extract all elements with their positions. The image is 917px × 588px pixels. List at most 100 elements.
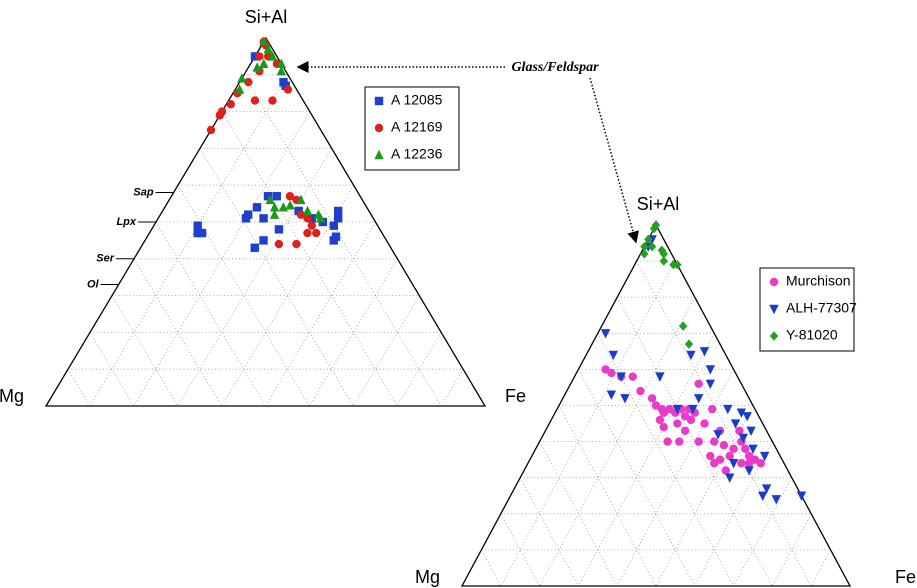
point [628, 372, 637, 381]
point [329, 221, 338, 230]
point [694, 437, 703, 446]
point [267, 51, 278, 61]
point [292, 239, 301, 249]
annotation-arrow [589, 77, 639, 244]
grid-line [89, 332, 135, 407]
grid-line [539, 441, 618, 587]
grid-line [558, 405, 657, 587]
grid-line [243, 74, 442, 407]
point [268, 96, 277, 105]
point [250, 96, 260, 105]
grid-line [309, 258, 398, 407]
point [647, 241, 657, 252]
point [334, 206, 343, 216]
point [705, 379, 716, 390]
point [307, 221, 317, 230]
point [699, 347, 710, 357]
grid-line [578, 369, 696, 587]
point [259, 236, 268, 245]
axis-mark-label: Sap [133, 186, 153, 198]
axis-mark-label: Ol [87, 278, 100, 290]
point [226, 100, 235, 109]
axis-mark-label: Lpx [116, 216, 136, 228]
point [710, 437, 719, 446]
legend-label: ALH-77307 [786, 300, 857, 316]
vertex-label: Fe [895, 567, 916, 587]
point [736, 408, 747, 418]
vertex-label: Si+Al [245, 7, 288, 27]
point [694, 379, 703, 389]
point [771, 495, 781, 505]
point [312, 228, 321, 238]
point [706, 451, 715, 461]
point [725, 473, 735, 483]
point [723, 404, 733, 415]
legend-label: A 12085 [391, 92, 443, 108]
legend-marker [374, 96, 384, 106]
grid-line [67, 368, 91, 407]
legend-label: A 12236 [391, 146, 443, 162]
grid-line [111, 295, 179, 407]
point [269, 202, 280, 212]
point [296, 194, 306, 205]
point [607, 368, 616, 378]
point [759, 451, 770, 462]
point [659, 256, 668, 266]
grid-line [578, 333, 715, 587]
point [758, 491, 768, 501]
point [649, 223, 659, 234]
point [600, 329, 611, 339]
vertex-label: Mg [0, 386, 24, 406]
point [742, 412, 752, 422]
point [684, 339, 694, 349]
point [285, 200, 295, 210]
point [672, 404, 683, 415]
point [250, 243, 259, 252]
legend-marker [769, 277, 779, 287]
point [197, 228, 207, 238]
triangle-frame [460, 223, 852, 587]
point [276, 65, 287, 76]
grid-line [177, 148, 333, 407]
point [329, 236, 338, 245]
point [307, 214, 317, 223]
grid-line [694, 441, 773, 587]
point [728, 459, 739, 469]
point [713, 430, 723, 440]
point [636, 386, 645, 396]
point [278, 202, 289, 212]
point [259, 36, 269, 46]
legend-marker [374, 149, 384, 160]
point [647, 394, 657, 403]
point [756, 459, 765, 468]
point [744, 466, 754, 476]
grid-line [199, 148, 354, 407]
point [283, 85, 293, 94]
axis-mark-label: Ser [96, 253, 114, 265]
point [678, 321, 688, 331]
point [710, 459, 719, 468]
point [744, 459, 754, 468]
point [296, 210, 306, 219]
point [259, 214, 268, 223]
point [333, 214, 343, 223]
vertex-label: Mg [415, 567, 440, 587]
point [215, 111, 224, 120]
annotation: Glass/Feldspar [511, 60, 599, 75]
point [244, 77, 253, 87]
legend-marker [769, 331, 779, 341]
point [761, 484, 772, 494]
point [796, 491, 807, 501]
point [675, 437, 684, 446]
grid-line [616, 369, 734, 587]
grid-line [500, 260, 676, 587]
grid-line [519, 477, 579, 587]
point [259, 58, 269, 68]
point [738, 433, 748, 444]
point [655, 372, 665, 382]
point [244, 210, 253, 219]
point [708, 404, 717, 414]
point [688, 404, 698, 415]
point [680, 426, 690, 435]
